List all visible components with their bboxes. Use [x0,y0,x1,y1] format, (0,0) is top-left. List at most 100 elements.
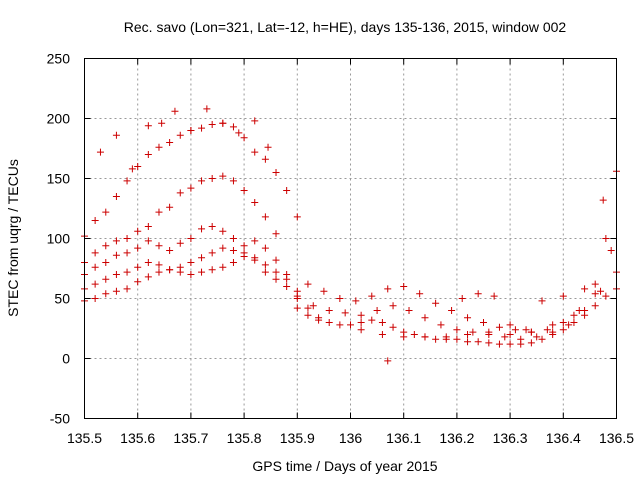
data-point [134,163,142,170]
data-point [155,268,163,276]
data-point [368,292,376,300]
data-point [134,263,142,271]
data-point [128,165,136,173]
data-point [272,169,280,176]
data-point [91,217,99,224]
data-point [533,333,541,341]
data-point [187,127,195,134]
data-point [522,326,530,334]
data-point [240,242,248,250]
data-point [203,105,211,113]
data-point [464,314,472,322]
data-point [198,177,206,185]
data-point [261,268,269,276]
x-tick-label: 136.1 [386,430,421,446]
data-point [495,340,503,348]
data-point [240,134,248,142]
data-point [171,107,179,115]
data-point [229,123,237,131]
data-point [490,292,498,300]
data-point [102,259,110,266]
data-point [570,319,578,326]
data-point [123,177,131,185]
data-point [293,287,301,295]
data-point [506,331,514,338]
data-point [597,287,605,295]
data-point [341,309,349,317]
y-tick-label: 100 [47,231,71,247]
data-point [123,249,131,257]
data-point [261,213,269,221]
data-point [384,357,392,365]
data-point [453,335,461,343]
data-point [495,323,503,331]
data-point [549,321,557,329]
data-point [261,155,269,163]
plot-frame [84,58,617,419]
data-point [410,331,418,338]
data-point [261,261,269,269]
data-point [538,297,546,305]
data-point [166,203,174,211]
data-point [112,237,120,245]
data-point [384,285,392,293]
data-point [458,295,466,302]
x-tick-label: 136.3 [493,430,528,446]
data-point [527,339,535,347]
data-point [208,223,216,230]
y-tick-label: -50 [50,411,70,427]
data-point [123,285,131,293]
data-point [442,333,450,341]
data-point [506,340,514,348]
data-point [421,333,429,341]
x-tick-label: 136 [339,430,363,446]
data-point [400,283,408,290]
chart-title: Rec. savo (Lon=321, Lat=-12, h=HE), days… [124,19,567,35]
data-point [432,335,440,343]
data-point [378,331,386,338]
data-point [602,235,610,242]
data-point [405,307,413,314]
data-point [469,328,477,336]
data-point [517,335,525,343]
x-tick-label: 136.5 [599,430,634,446]
data-point [251,199,259,206]
y-tick-label: 50 [54,291,70,307]
data-point [187,271,195,278]
data-point [219,119,227,127]
data-point [144,223,152,230]
data-point [240,187,248,194]
data-point [102,208,110,216]
data-point [102,242,110,250]
x-tick-label: 135.5 [67,430,102,446]
data-point [166,139,174,146]
data-point [373,307,381,314]
data-point [283,271,291,278]
x-tick-label: 135.9 [280,430,315,446]
data-point [155,143,163,151]
y-tick-label: 0 [62,351,70,367]
data-point [543,326,551,334]
axis-ticks: 135.5 135.6 135.7 135.8 135.9 136 136.1 136.2 13… [47,51,635,447]
data-point [187,184,195,192]
data-point [208,121,216,128]
data-point [166,247,174,254]
data-point [474,338,482,346]
data-point [91,249,99,257]
data-point [464,338,472,346]
data-point [501,333,509,341]
data-point [607,247,615,254]
data-point [336,295,344,302]
data-point [352,297,360,305]
data-point [575,307,583,314]
y-tick-label: 250 [47,51,71,67]
data-point [559,319,567,326]
data-point [272,230,280,238]
data-point [112,131,120,139]
y-tick-label: 200 [47,111,71,127]
data-point [389,302,397,310]
data-point [549,328,557,336]
data-point [389,323,397,331]
data-point [581,285,589,293]
data-point [155,261,163,269]
